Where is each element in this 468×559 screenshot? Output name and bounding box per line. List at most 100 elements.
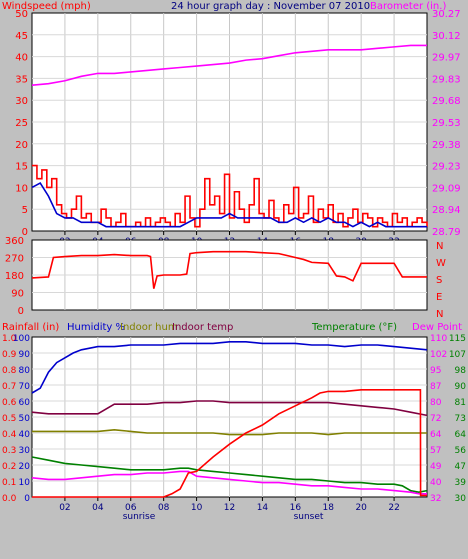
dew-point-tick-label: 32 (430, 494, 441, 504)
rainfall-tick-label: 1.0 (2, 334, 17, 344)
windspeed-tick-label: 25 (15, 118, 28, 129)
humidity-tick-label: 30 (19, 446, 31, 456)
direction-degree-label: 180 (5, 271, 24, 282)
rainfall-axis-label: Rainfall (in) (2, 322, 59, 333)
rainfall-tick-label: 0.9 (2, 350, 17, 360)
indoor-hum-series-line (32, 428, 427, 436)
dew-point-tick-label: 57 (430, 446, 441, 456)
wind-plot-series (31, 44, 428, 228)
barometer-tick-label: 29.09 (432, 183, 461, 194)
windspeed-tick-label: 45 (15, 31, 28, 42)
x-tick-label: 04 (92, 503, 104, 513)
temperature-tick-label: 90 (455, 382, 467, 392)
barometer-tick-label: 29.23 (432, 162, 461, 173)
indoor-temp-series-line (31, 400, 428, 417)
direction-plot-series (31, 250, 427, 289)
humidity-tick-label: 90 (19, 350, 31, 360)
sunset-label: sunset (294, 512, 324, 522)
graph-title: 24 hour graph day : November 07 2010 (171, 1, 370, 12)
rainfall-tick-label: 0.7 (2, 382, 16, 392)
windspeed-tick-label: 35 (15, 74, 28, 85)
x-tick-label: 18 (323, 503, 335, 513)
barometer-tick-label: 28.94 (432, 205, 461, 216)
x-tick-label: 06 (125, 503, 137, 513)
temperature-tick-label: 115 (449, 334, 466, 344)
humidity-tick-label: 50 (19, 414, 31, 424)
temperature-tick-label: 107 (449, 350, 466, 360)
x-tick-label: 08 (158, 503, 170, 513)
barometer-tick-label: 29.97 (432, 53, 461, 64)
x-tick-label: 20 (355, 503, 367, 513)
rainfall-tick-label: 0.2 (2, 462, 16, 472)
x-tick-label: 12 (224, 503, 235, 513)
humidity-tick-label: 40 (19, 430, 31, 440)
direction-degree-ticks: 0 90 180 270 360 (5, 236, 24, 317)
temperature-axis-label: Temperature (°F) (311, 322, 397, 333)
windspeed-tick-label: 5 (22, 205, 28, 216)
humidity-tick-label: 70 (19, 382, 31, 392)
rainfall-tick-label: 0.1 (2, 478, 16, 488)
dew-point-tick-label: 87 (430, 382, 441, 392)
dew-point-axis-label: Dew Point (412, 322, 462, 333)
rainfall-tick-label: 0.5 (2, 414, 16, 424)
x-tick-label: 10 (191, 503, 203, 513)
windspeed-avg-series-line (31, 181, 427, 228)
direction-degree-label: 90 (11, 289, 24, 300)
dew-point-tick-label: 95 (430, 366, 441, 376)
barometer-tick-label: 29.68 (432, 96, 461, 107)
windspeed-tick-label: 50 (15, 9, 28, 20)
indoor-temp-label: Indoor temp (172, 322, 233, 333)
humidity-tick-label: 60 (19, 398, 31, 408)
temperature-tick-label: 64 (455, 430, 467, 440)
humidity-tick-label: 80 (19, 366, 31, 376)
temperature-tick-label: 81 (455, 398, 466, 408)
x-tick-label: 16 (290, 503, 302, 513)
x-tick-label: 22 (388, 503, 399, 513)
dew-point-tick-label: 64 (430, 430, 442, 440)
dew-point-tick-label: 102 (430, 350, 447, 360)
rainfall-tick-label: 0.4 (2, 430, 17, 440)
barometer-tick-label: 29.53 (432, 118, 461, 129)
barometer-ticks: 28.79 28.94 29.09 29.23 29.38 29.53 29.68 29.83… (432, 9, 461, 238)
dew-point-tick-label: 110 (430, 334, 447, 344)
windspeed-tick-label: 30 (15, 96, 28, 107)
x-tick-label: 02 (59, 503, 70, 513)
windspeed-tick-label: 15 (15, 162, 28, 173)
direction-degree-label: 0 (18, 306, 24, 317)
dew-point-tick-label: 72 (430, 414, 441, 424)
compass-label: E (436, 292, 442, 303)
barometer-tick-label: 29.83 (432, 74, 461, 85)
barometer-tick-label: 30.12 (432, 31, 461, 42)
humidity-tick-label: 10 (19, 478, 31, 488)
windspeed-ticks: 0 5 10 15 20 25 30 35 40 45 50 (15, 9, 28, 238)
direction-degree-label: 270 (5, 254, 24, 265)
wind-direction-series-line (31, 250, 427, 289)
windspeed-tick-label: 40 (15, 53, 28, 64)
direction-plot-gridlines (32, 240, 427, 310)
barometer-axis-label: Barometer (in.) (370, 1, 446, 12)
rainfall-tick-label: 0.6 (2, 398, 17, 408)
humidity-tick-label: 0 (24, 494, 30, 504)
temperature-tick-label: 39 (455, 478, 467, 488)
temperature-tick-label: 56 (455, 446, 467, 456)
dew-point-series-line (31, 470, 427, 495)
temperature-tick-label: 30 (455, 494, 467, 504)
indoor-hum-label: Indoor hum (120, 322, 178, 333)
dew-point-tick-label: 49 (430, 462, 442, 472)
compass-label: S (436, 275, 442, 286)
compass-label: N (436, 309, 443, 320)
windspeed-series-line (32, 164, 428, 228)
x-tick-label: 14 (257, 503, 269, 513)
windspeed-axis-label: Windspeed (mph) (2, 1, 91, 12)
barometer-tick-label: 28.79 (432, 227, 461, 238)
rainfall-tick-label: 0.8 (2, 366, 17, 376)
dew-point-tick-label: 40 (430, 478, 442, 488)
temperature-tick-label: 73 (455, 414, 466, 424)
rainfall-tick-label: 0.0 (2, 494, 17, 504)
temperature-tick-label: 47 (455, 462, 466, 472)
compass-label: N (436, 241, 443, 252)
temperature-series-line (31, 456, 428, 494)
humidity-series-line (31, 340, 428, 394)
